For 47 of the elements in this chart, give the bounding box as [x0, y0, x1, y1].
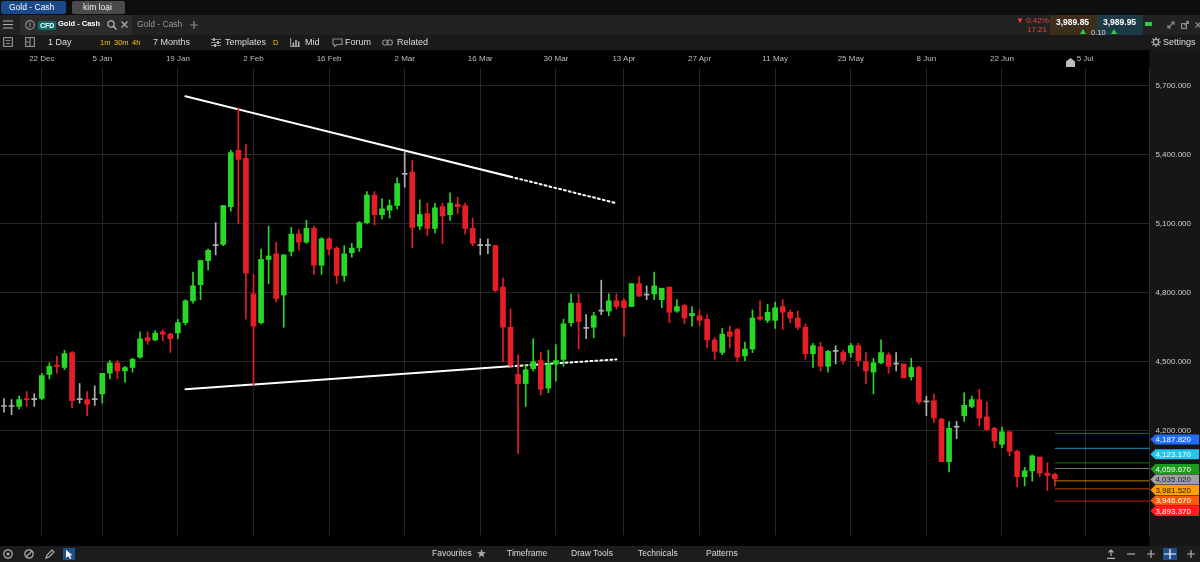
y-tick-label: 5,700.000 — [1155, 81, 1192, 91]
x-tick-label: 25 May — [837, 54, 864, 63]
x-tick-label: 13 Apr — [612, 54, 636, 63]
text: Gold - Cash — [137, 19, 183, 29]
ref-line-label: 4,123.170 — [1155, 450, 1192, 460]
y-tick-label: 4,200.000 — [1155, 425, 1192, 435]
text: Patterns — [706, 548, 738, 558]
text: 3,989.95 — [1103, 17, 1137, 27]
x-tick-label: 16 Feb — [316, 54, 343, 63]
text: Related — [397, 37, 429, 47]
x-tick-label: 22 Jun — [989, 54, 1014, 63]
y-tick-label: 4,500.000 — [1155, 356, 1192, 366]
text: 17.21 — [1027, 25, 1048, 34]
text: Technicals — [638, 548, 678, 558]
x-tick-label: 27 Apr — [687, 54, 712, 63]
x-tick-label: 5 Jul — [1076, 54, 1094, 63]
text: Gold - Cash — [9, 2, 55, 12]
text: ▼ 0.42% — [1016, 16, 1049, 25]
ref-line-label: 3,981.520 — [1155, 485, 1192, 495]
x-tick-label: 22 Dec — [29, 54, 55, 63]
ref-line-label: 4,035.020 — [1155, 475, 1192, 485]
text: 7 Months — [153, 37, 191, 47]
ref-line-label: 4,187.820 — [1155, 435, 1192, 445]
x-tick-label: 11 May — [762, 54, 788, 63]
text: kim loại — [83, 2, 112, 12]
x-tick-label: 2 Feb — [243, 54, 265, 63]
y-tick-label: 4,800.000 — [1155, 287, 1192, 297]
text: Draw Tools — [571, 548, 613, 558]
y-tick-label: 5,100.000 — [1155, 219, 1192, 229]
x-tick-label: 19 Jan — [165, 54, 190, 63]
ref-line-label: 3,893.370 — [1155, 506, 1192, 516]
ref-line-label: 3,946.670 — [1155, 496, 1192, 506]
text: 1 Day — [48, 37, 72, 47]
text: Timeframe — [507, 548, 548, 558]
x-tick-label: 5 Jan — [92, 54, 113, 63]
x-tick-label: 30 Mar — [543, 54, 569, 63]
x-tick-label: 16 Mar — [467, 54, 494, 63]
x-tick-label: 8 Jun — [916, 54, 937, 63]
x-tick-label: 2 Mar — [394, 54, 416, 63]
text: Favourites — [432, 548, 472, 558]
text: Forum — [345, 37, 372, 47]
text: Mid — [305, 37, 320, 47]
ref-line-label: 4,059.670 — [1155, 464, 1192, 474]
text: 3,989.85 — [1056, 17, 1090, 27]
y-tick-label: 5,400.000 — [1155, 150, 1192, 160]
text: Settings — [1163, 37, 1196, 47]
text: Templates — [225, 37, 267, 47]
